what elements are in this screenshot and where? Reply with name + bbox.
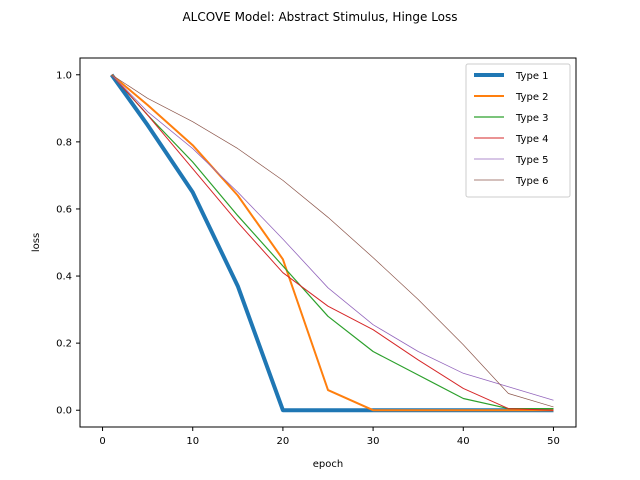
legend-label: Type 5 — [515, 155, 549, 166]
legend-box — [465, 63, 571, 198]
series-lines — [109, 73, 554, 413]
y-axis-label: loss — [31, 233, 42, 252]
series-line-type-3 — [111, 74, 554, 410]
legend-label: Type 2 — [515, 92, 549, 103]
y-tick-label: 1.0 — [56, 70, 72, 81]
y-tick-label: 0.8 — [56, 137, 72, 148]
chart-title: ALCOVE Model: Abstract Stimulus, Hinge L… — [182, 10, 457, 24]
axes-frame — [79, 57, 577, 428]
axis-ticks: 0 10 20 30 40 50 0.0 0.2 0.4 0.6 0.8 1.0 — [56, 70, 560, 447]
y-tick-label: 0.0 — [56, 406, 72, 417]
legend-label: Type 6 — [515, 176, 549, 187]
x-tick-label: 20 — [277, 436, 290, 447]
legend-label: Type 4 — [515, 134, 549, 145]
x-axis-label: epoch — [313, 459, 343, 470]
legend: Type 1 Type 2 Type 3 Type 4 Type 5 Type 6 — [465, 63, 571, 198]
y-tick-label: 0.2 — [56, 339, 72, 350]
y-tick-label: 0.6 — [56, 204, 72, 215]
series-line-type-4 — [111, 74, 554, 411]
series-line-type-2 — [110, 74, 554, 412]
legend-label: Type 1 — [515, 71, 549, 82]
series-line-type-5 — [111, 74, 554, 401]
x-tick-label: 10 — [186, 436, 199, 447]
x-tick-label: 30 — [367, 436, 380, 447]
x-tick-label: 50 — [547, 436, 560, 447]
x-tick-label: 40 — [457, 436, 470, 447]
y-tick-label: 0.4 — [56, 272, 72, 283]
legend-label: Type 3 — [515, 113, 549, 124]
x-tick-label: 0 — [99, 436, 105, 447]
series-line-type-6 — [111, 74, 554, 408]
